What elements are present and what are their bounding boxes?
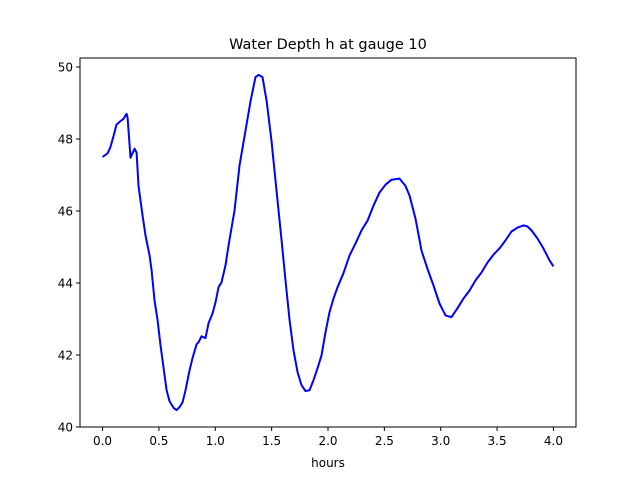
x-tick-label: 1.0 bbox=[206, 434, 225, 448]
y-tick-label: 50 bbox=[58, 61, 73, 75]
chart-title: Water Depth h at gauge 10 bbox=[229, 37, 427, 53]
x-tick-label: 1.5 bbox=[262, 434, 281, 448]
x-tick-label: 3.0 bbox=[431, 434, 450, 448]
x-tick-label: 4.0 bbox=[544, 434, 563, 448]
y-tick-label: 48 bbox=[58, 133, 73, 147]
y-tick-label: 42 bbox=[58, 349, 73, 363]
x-tick-label: 0.0 bbox=[93, 434, 112, 448]
y-tick-label: 46 bbox=[58, 205, 73, 219]
x-tick-label: 0.5 bbox=[149, 434, 168, 448]
x-axis-label: hours bbox=[311, 456, 345, 470]
y-tick-label: 44 bbox=[58, 277, 73, 291]
x-tick-label: 2.5 bbox=[375, 434, 394, 448]
x-tick-label: 2.0 bbox=[318, 434, 337, 448]
y-tick-label: 40 bbox=[58, 421, 73, 435]
series-line-h bbox=[101, 73, 555, 412]
x-tick-label: 3.5 bbox=[488, 434, 507, 448]
plot-frame bbox=[79, 57, 577, 428]
axis-ticks: 0.0 0.5 1.0 1.5 2.0 2.5 3.0 3.5 4.0 40 42 44 46 48 50 bbox=[58, 61, 563, 449]
